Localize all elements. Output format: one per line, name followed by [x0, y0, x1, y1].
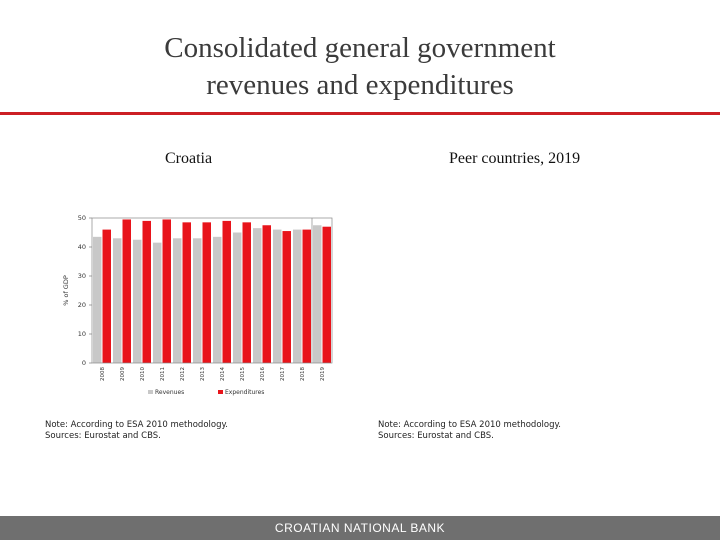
- left-note-methodology: Note: According to ESA 2010 methodology.: [45, 420, 228, 430]
- footer-bar: CROATIAN NATIONAL BANK: [0, 516, 720, 540]
- x-tick-label: 2012: [180, 367, 186, 381]
- revenues-bar: [193, 238, 202, 363]
- revenues-bar: [293, 229, 302, 363]
- y-tick-label: 0: [82, 359, 86, 367]
- expenditures-bar: [282, 231, 291, 363]
- slide-title: Consolidated general government revenues…: [0, 30, 720, 104]
- legend-revenues-label: Revenues: [155, 389, 184, 396]
- x-tick-label: 2017: [280, 367, 286, 381]
- revenues-bar: [153, 242, 162, 363]
- revenues-bar: [133, 239, 142, 363]
- y-tick-label: 10: [78, 330, 86, 338]
- legend-expenditures-label: Expenditures: [225, 389, 264, 396]
- expenditures-bar: [242, 222, 251, 363]
- right-note-methodology: Note: According to ESA 2010 methodology.: [378, 420, 561, 430]
- legend-revenues-swatch: [148, 390, 153, 394]
- expenditures-bar: [122, 219, 131, 363]
- left-column-heading: Croatia: [165, 150, 213, 167]
- expenditures-bar: [102, 229, 111, 363]
- revenues-bar: [273, 229, 282, 363]
- y-tick-label: 50: [78, 214, 86, 222]
- plot-frame: [91, 217, 333, 364]
- slide-title-line-1: Consolidated general government: [164, 32, 556, 64]
- expenditures-bar: [322, 226, 331, 363]
- revenue-expenditure-chart: % of GDP 0 10 20 30 40 50 2008 2009 2010 2011 2012 2…: [62, 214, 333, 396]
- revenues-bar: [113, 238, 122, 363]
- x-tick-label: 2008: [100, 367, 106, 381]
- x-tick-label: 2011: [160, 367, 166, 381]
- y-tick-label: 40: [78, 243, 86, 251]
- x-tick-label: 2010: [140, 367, 146, 381]
- expenditures-bar: [222, 220, 231, 363]
- x-tick-label: 2009: [120, 367, 126, 381]
- revenues-bar: [253, 228, 262, 363]
- expenditures-bar: [182, 222, 191, 363]
- left-note: Note: According to ESA 2010 methodology.…: [45, 420, 228, 442]
- x-tick-label: 2019: [320, 367, 326, 381]
- revenues-bar: [173, 238, 182, 363]
- legend-expenditures-swatch: [218, 390, 223, 394]
- y-tick-label: 30: [78, 272, 86, 280]
- expenditures-bar: [142, 220, 151, 363]
- x-tick-label: 2014: [220, 367, 226, 381]
- expenditures-bar: [302, 229, 311, 363]
- title-divider: [0, 112, 720, 115]
- footer-bank-name: CROATIAN NATIONAL BANK: [274, 521, 446, 535]
- revenues-bar: [313, 225, 322, 363]
- x-tick-label: 2018: [300, 367, 306, 381]
- x-tick-label: 2016: [260, 367, 266, 381]
- y-tick-label: 20: [78, 301, 86, 309]
- revenues-bar: [93, 236, 102, 363]
- x-tick-label: 2013: [200, 367, 206, 381]
- x-tick-label: 2015: [240, 367, 246, 381]
- y-axis-title: % of GDP: [62, 275, 70, 306]
- left-note-sources: Sources: Eurostat and CBS.: [45, 431, 161, 441]
- revenues-bar: [233, 232, 242, 363]
- slide-title-line-2: revenues and expenditures: [206, 69, 514, 101]
- expenditures-bar: [202, 222, 211, 363]
- expenditures-bar: [262, 225, 271, 363]
- right-note-sources: Sources: Eurostat and CBS.: [378, 431, 494, 441]
- expenditures-bar: [162, 219, 171, 363]
- revenues-bar: [213, 236, 222, 363]
- right-note: Note: According to ESA 2010 methodology.…: [378, 420, 561, 442]
- right-column-heading: Peer countries, 2019: [449, 150, 581, 167]
